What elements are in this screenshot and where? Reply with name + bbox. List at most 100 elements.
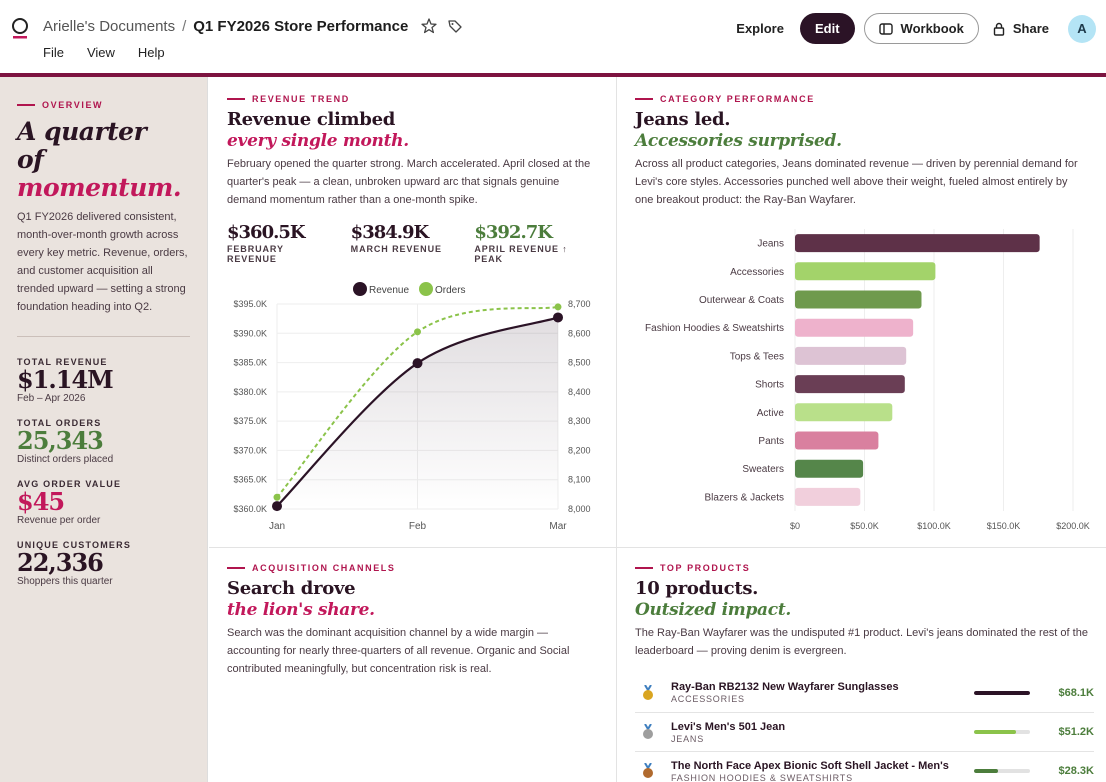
stat-label: MARCH REVENUE [350, 244, 442, 254]
share-button[interactable]: Share [993, 21, 1049, 36]
kpi-sub: Feb – Apr 2026 [17, 393, 86, 404]
orders-point [554, 303, 562, 311]
kpi-value: 25,343 [17, 426, 104, 455]
acquisition-eyebrow: ACQUISITION CHANNELS [227, 563, 598, 573]
category-bar [795, 346, 907, 365]
category-performance-panel: CATEGORY PERFORMANCE Jeans led. Accessor… [617, 77, 1106, 548]
tag-icon[interactable] [446, 17, 464, 35]
top-products-list: Ray-Ban RB2132 New Wayfarer Sunglasses A… [635, 673, 1094, 782]
category-label: Pants [758, 436, 784, 447]
menu-view[interactable]: View [86, 45, 115, 60]
revenue-stats: $360.5K FEBRUARY REVENUE $384.9K MARCH R… [227, 222, 598, 265]
y-right-tick-label: 8,500 [568, 358, 591, 368]
legend-swatch-orders [419, 282, 433, 296]
stat-april: $392.7K APRIL REVENUE ↑ PEAK [474, 222, 598, 265]
product-revenue: $51.2K [1058, 726, 1094, 738]
x-tick-label: $150.0K [987, 521, 1021, 531]
kpi-value: 22,336 [17, 548, 104, 577]
header-actions: Explore Edit Workbook Share A [736, 13, 1096, 44]
product-info: The North Face Apex Bionic Soft Shell Ja… [671, 760, 974, 782]
revenue-line-chart: $395.0K $390.0K $385.0K $380.0K $375.0K $370.… [233, 282, 591, 532]
product-share-bar [974, 690, 1030, 695]
product-name: Levi's Men's 501 Jean [671, 720, 786, 733]
category-label: Sweaters [742, 464, 784, 475]
legend-swatch-revenue [353, 282, 367, 296]
category-label: Outerwear & Coats [699, 295, 784, 306]
category-label: Active [757, 408, 785, 419]
acquisition-description: Search was the dominant acquisition chan… [227, 627, 570, 675]
y-left-tick-label: $360.0K [233, 504, 267, 514]
breadcrumb: Arielle's Documents / Q1 FY2026 Store Pe… [43, 17, 464, 35]
y-right-tick-label: 8,400 [568, 387, 591, 397]
product-name: The North Face Apex Bionic Soft Shell Ja… [671, 759, 949, 772]
y-left-tick-label: $395.0K [233, 299, 267, 309]
headline-line-1: A quarter [17, 117, 147, 146]
list-item[interactable]: Levi's Men's 501 Jean JEANS $51.2K [635, 712, 1094, 751]
workbook-icon [878, 22, 893, 35]
product-category: FASHION HOODIES & SWEATSHIRTS [671, 772, 853, 782]
kpi-total-revenue: TOTAL REVENUE $1.14M Feb – Apr 2026 [17, 357, 190, 404]
kpi-sub: Revenue per order [17, 515, 101, 526]
y-left-tick-label: $380.0K [233, 387, 267, 397]
menu-file[interactable]: File [43, 45, 64, 60]
gold-medal-icon [643, 684, 653, 700]
acquisition-channels-panel: ACQUISITION CHANNELS Search drove the li… [209, 548, 617, 782]
category-bar [795, 290, 922, 309]
category-subtitle: Accessories surprised. [635, 131, 842, 151]
headline-line-2: of momentum. [17, 146, 190, 202]
stat-march: $384.9K MARCH REVENUE [351, 223, 475, 264]
app-logo-icon[interactable] [11, 17, 29, 39]
product-share-bar [974, 769, 1030, 773]
revenue-eyebrow: REVENUE TREND [227, 94, 598, 104]
top-products-title: 10 products. [635, 578, 759, 599]
overview-eyebrow: OVERVIEW [17, 100, 190, 110]
category-label: Tops & Tees [730, 351, 784, 362]
avatar[interactable]: A [1068, 14, 1096, 43]
stat-value: $392.7K [474, 222, 553, 243]
orders-point [273, 493, 281, 501]
category-bar [795, 487, 861, 506]
overview-sidebar: OVERVIEW A quarter of momentum. Q1 FY202… [0, 77, 208, 782]
breadcrumb-separator: / [182, 17, 187, 35]
product-category: JEANS [671, 733, 705, 744]
x-tick-label: Jan [269, 521, 285, 532]
workbook-button[interactable]: Workbook [863, 13, 979, 44]
product-revenue: $68.1K [1058, 686, 1094, 699]
menu-help[interactable]: Help [137, 45, 165, 60]
x-tick-label: $100.0K [917, 521, 951, 531]
y-right-tick-label: 8,100 [568, 475, 591, 485]
headline-prefix: of [17, 145, 44, 174]
list-item[interactable]: Ray-Ban RB2132 New Wayfarer Sunglasses A… [635, 673, 1094, 712]
y-left-tick-label: $385.0K [233, 358, 267, 368]
revenue-point [553, 312, 563, 323]
stat-february: $360.5K FEBRUARY REVENUE [227, 223, 351, 265]
orders-point [414, 328, 421, 336]
category-eyebrow: CATEGORY PERFORMANCE [635, 94, 1088, 104]
category-label: Shorts [755, 380, 784, 391]
explore-button[interactable]: Explore [736, 21, 784, 36]
top-products-description: The Ray-Ban Wayfarer was the undisputed … [635, 627, 1088, 657]
top-products-eyebrow: TOP PRODUCTS [635, 563, 1094, 573]
kpi-value: $1.14M [17, 365, 114, 394]
breadcrumb-parent[interactable]: Arielle's Documents [43, 17, 176, 35]
revenue-subtitle: every single month. [227, 131, 409, 151]
x-tick-label: $0 [790, 521, 800, 531]
document-title[interactable]: Q1 FY2026 Store Performance [193, 17, 409, 35]
kpi-avg-order-value: AVG ORDER VALUE $45 Revenue per order [17, 479, 190, 526]
revenue-point [412, 358, 423, 369]
share-label: Share [1012, 21, 1049, 36]
acquisition-subtitle: the lion's share. [227, 600, 375, 620]
edit-button[interactable]: Edit [799, 13, 855, 44]
category-label: Blazers & Jackets [705, 492, 784, 503]
x-tick-label: Feb [409, 521, 427, 532]
category-description: Across all product categories, Jeans dom… [635, 158, 1078, 206]
star-icon[interactable] [420, 17, 438, 35]
y-left-tick-label: $375.0K [233, 416, 267, 426]
list-item[interactable]: The North Face Apex Bionic Soft Shell Ja… [635, 751, 1094, 782]
kpi-sub: Distinct orders placed [17, 454, 114, 465]
legend-label-revenue: Revenue [369, 285, 409, 296]
kpi-sub: Shoppers this quarter [17, 576, 113, 587]
category-bar [795, 318, 914, 337]
product-info: Levi's Men's 501 Jean JEANS [671, 721, 974, 744]
product-share-fill [974, 769, 998, 773]
